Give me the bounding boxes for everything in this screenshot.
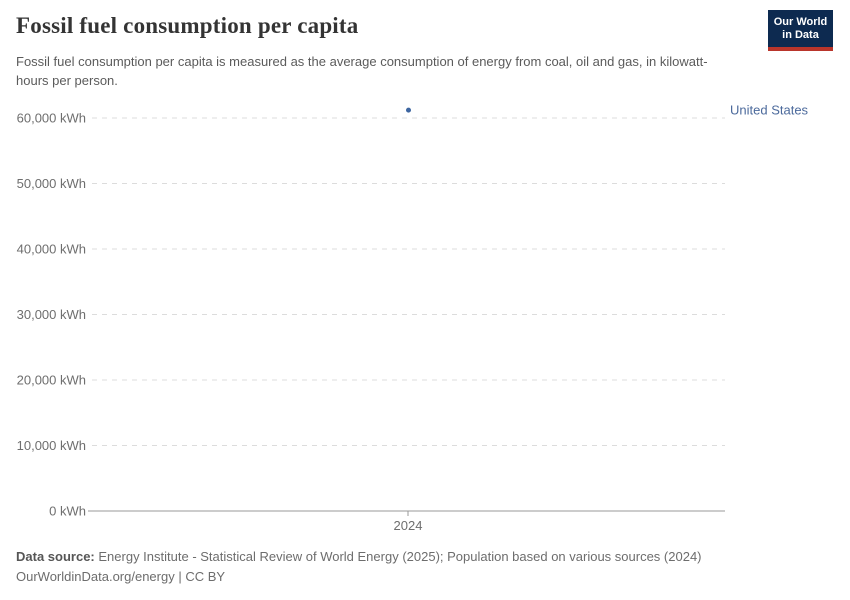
data-source-text: Energy Institute - Statistical Review of…: [98, 549, 702, 564]
data-point-united-states[interactable]: [406, 107, 411, 113]
chart-footer: Data source: Energy Institute - Statisti…: [16, 547, 702, 587]
x-tick-label: 2024: [394, 518, 423, 533]
y-tick-label: 40,000 kWh: [17, 242, 86, 257]
y-tick-label: 20,000 kWh: [17, 373, 86, 388]
chart-plot-area: 0 kWh 10,000 kWh 20,000 kWh 30,000 kWh 40,00…: [17, 103, 809, 533]
y-tick-label: 50,000 kWh: [17, 176, 86, 191]
y-tick-label: 60,000 kWh: [17, 111, 86, 126]
data-source-label: Data source:: [16, 549, 95, 564]
owid-logo-line2: in Data: [782, 29, 819, 41]
page-title: Fossil fuel consumption per capita: [16, 13, 359, 38]
license-line: OurWorldinData.org/energy | CC BY: [16, 567, 702, 587]
footer-link[interactable]: OurWorldinData.org/energy: [16, 569, 175, 584]
owid-logo-line1: Our World: [773, 16, 828, 28]
y-tick-label: 10,000 kWh: [17, 438, 86, 453]
owid-logo[interactable]: Our World in Data: [768, 10, 833, 51]
data-source-line: Data source: Energy Institute - Statisti…: [16, 547, 702, 567]
y-tick-label: 0 kWh: [49, 504, 86, 519]
license-text: | CC BY: [178, 569, 226, 584]
chart-subtitle: Fossil fuel consumption per capita is me…: [16, 54, 708, 88]
entity-label[interactable]: United States: [730, 103, 809, 118]
y-tick-label: 30,000 kWh: [17, 307, 86, 322]
